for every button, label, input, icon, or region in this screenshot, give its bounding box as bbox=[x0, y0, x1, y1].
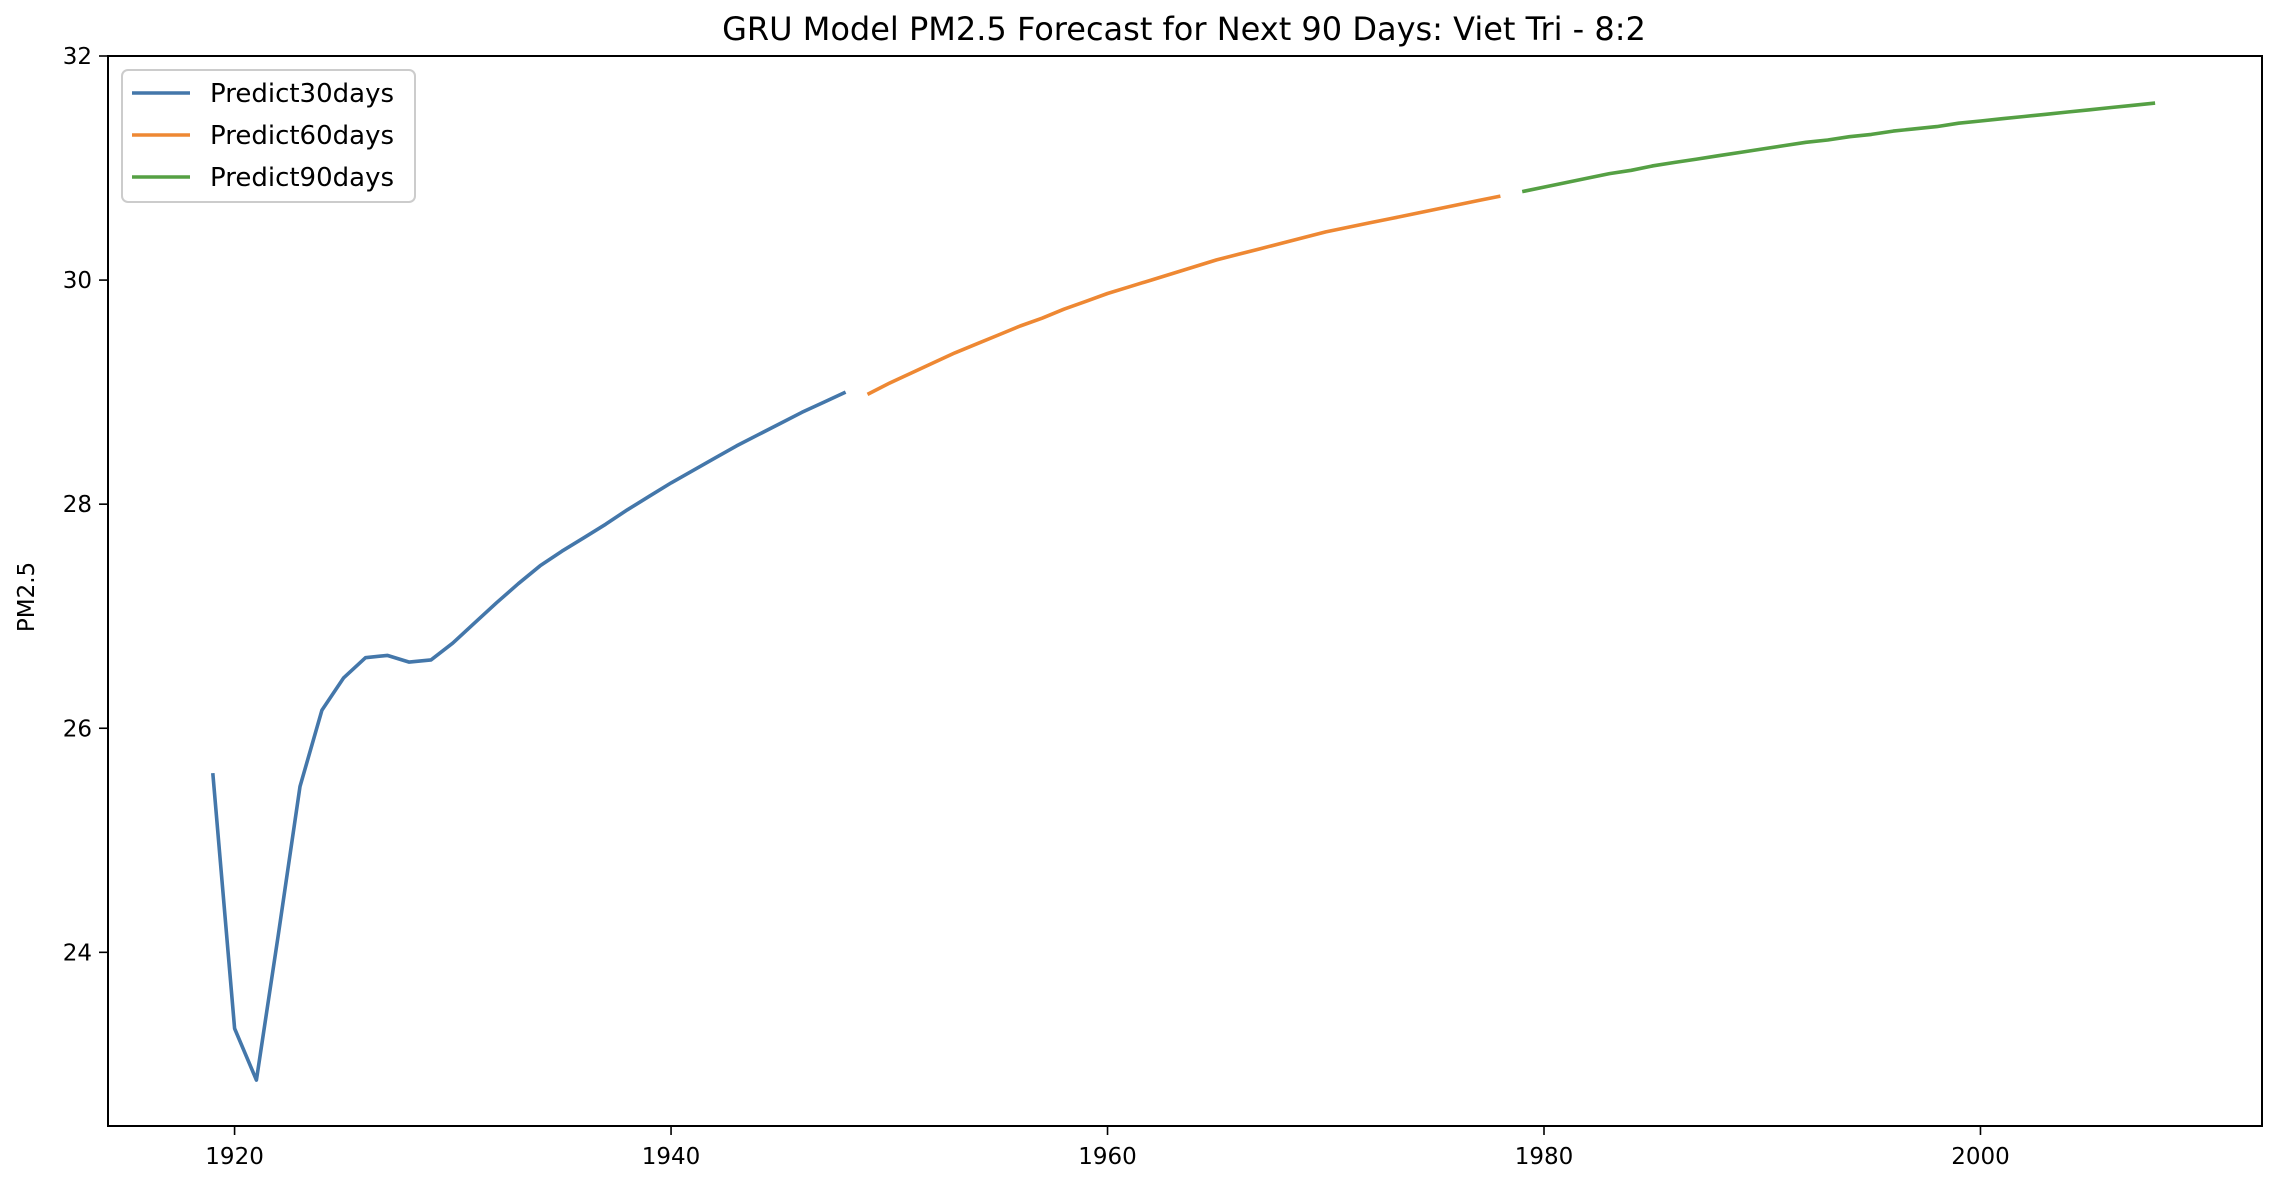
plot-area bbox=[107, 55, 2263, 1127]
series-line-predict90days bbox=[1521, 101, 2156, 194]
series-line-predict30days bbox=[211, 390, 847, 1082]
plot-frame bbox=[107, 55, 2263, 1127]
legend-box bbox=[121, 69, 416, 203]
y-tick-label: 30 bbox=[63, 268, 92, 294]
x-tick-label: 1960 bbox=[1078, 1144, 1137, 1170]
x-tick-label: 2000 bbox=[1951, 1144, 2010, 1170]
y-tick-label: 32 bbox=[63, 44, 92, 70]
legend: Predict30days Predict60days Predict90days bbox=[121, 69, 416, 203]
y-tick-label: 28 bbox=[63, 492, 92, 518]
x-tick-label: 1980 bbox=[1515, 1144, 1574, 1170]
chart-title: GRU Model PM2.5 Forecast for Next 90 Day… bbox=[722, 10, 1646, 48]
series-line-predict60days bbox=[866, 194, 1501, 397]
legend-label-predict30days: Predict30days bbox=[210, 79, 394, 109]
axis-ticks: 1920 1940 1960 1980 2000 24 26 28 30 32 bbox=[63, 44, 2010, 1170]
y-tick-label: 26 bbox=[63, 716, 92, 742]
y-axis-label: PM2.5 bbox=[14, 562, 40, 632]
legend-label-predict60days: Predict60days bbox=[210, 121, 394, 151]
x-tick-label: 1940 bbox=[642, 1144, 701, 1170]
y-tick-label: 24 bbox=[63, 940, 92, 966]
x-tick-label: 1920 bbox=[205, 1144, 264, 1170]
legend-label-predict90days: Predict90days bbox=[210, 163, 394, 193]
